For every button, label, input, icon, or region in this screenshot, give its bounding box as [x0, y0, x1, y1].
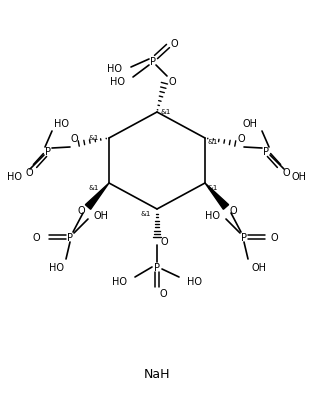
Text: O: O: [32, 233, 40, 242]
Text: O: O: [170, 39, 178, 49]
Text: HO: HO: [54, 119, 69, 129]
Text: HO: HO: [49, 262, 64, 272]
Text: O: O: [25, 168, 33, 178]
Text: &1: &1: [89, 184, 99, 190]
Text: O: O: [159, 288, 167, 298]
Text: &1: &1: [208, 139, 218, 145]
Text: HO: HO: [205, 211, 220, 221]
Text: OH: OH: [94, 211, 109, 221]
Text: P: P: [67, 233, 73, 242]
Text: O: O: [270, 233, 278, 242]
Text: O: O: [237, 134, 245, 144]
Text: HO: HO: [112, 276, 127, 286]
Text: O: O: [168, 77, 176, 87]
Text: NaH: NaH: [144, 368, 170, 381]
Text: O: O: [70, 134, 78, 144]
Text: OH: OH: [292, 172, 307, 182]
Text: OH: OH: [243, 119, 258, 129]
Text: O: O: [229, 205, 237, 215]
Text: O: O: [282, 168, 290, 178]
Text: O: O: [160, 237, 168, 246]
Text: P: P: [150, 57, 156, 67]
Text: HO: HO: [107, 64, 122, 74]
Text: HO: HO: [7, 172, 22, 182]
Polygon shape: [85, 184, 109, 210]
Text: OH: OH: [252, 262, 267, 272]
Text: P: P: [263, 147, 269, 157]
Text: HO: HO: [110, 77, 125, 87]
Text: &1: &1: [89, 135, 99, 141]
Text: O: O: [77, 205, 85, 215]
Text: P: P: [154, 262, 160, 272]
Text: HO: HO: [187, 276, 202, 286]
Text: &1: &1: [208, 184, 218, 190]
Text: P: P: [45, 147, 51, 157]
Text: &1: &1: [141, 211, 151, 217]
Text: P: P: [241, 233, 247, 242]
Text: &1: &1: [161, 109, 171, 115]
Polygon shape: [205, 184, 229, 210]
